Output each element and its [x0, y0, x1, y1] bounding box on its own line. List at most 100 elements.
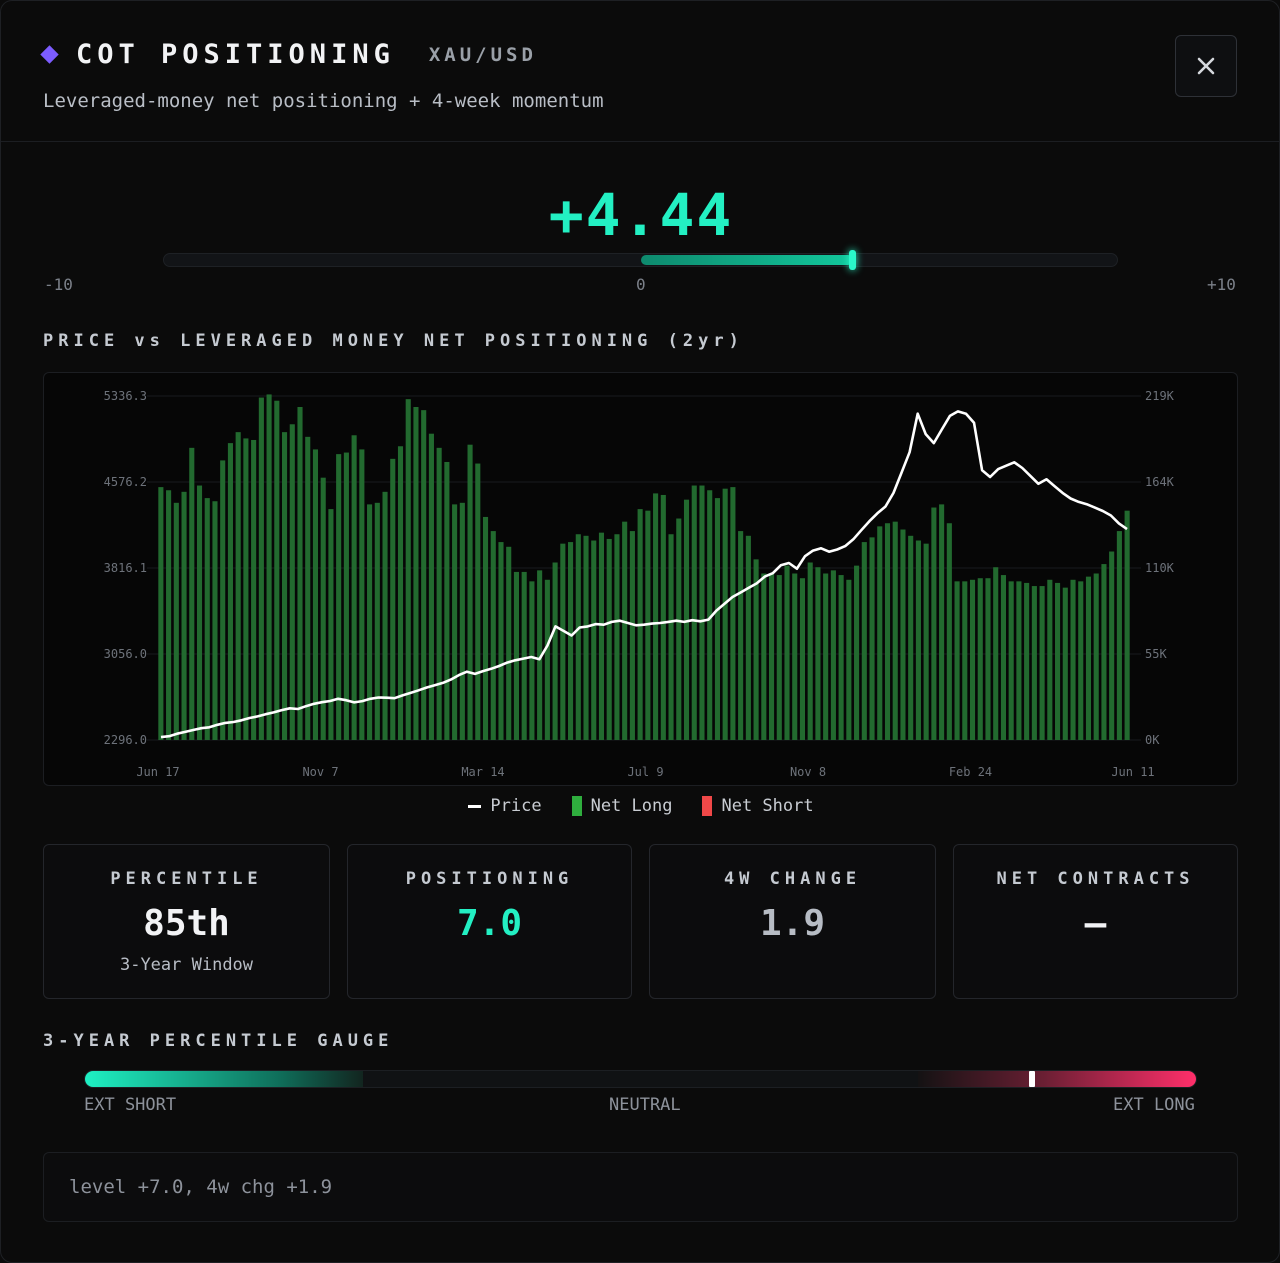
- net-long-bar: [861, 542, 867, 740]
- net-long-bar: [421, 410, 427, 740]
- legend-net-short[interactable]: Net Short: [702, 796, 814, 816]
- net-long-bar: [258, 397, 264, 740]
- net-long-bar: [1024, 582, 1030, 740]
- close-icon: [1197, 57, 1215, 75]
- net-long-bar: [405, 399, 411, 740]
- net-long-bar: [529, 581, 535, 740]
- net-long-bar: [1109, 551, 1115, 740]
- net-long-bar: [591, 540, 597, 740]
- percentile-gauge: [84, 1070, 1197, 1088]
- net-long-bar: [877, 526, 883, 740]
- net-long-bar: [513, 571, 519, 740]
- close-button[interactable]: [1175, 35, 1237, 97]
- net-long-bar: [1093, 573, 1099, 740]
- net-long-bar: [312, 449, 319, 740]
- y-axis-right-label: 55K: [1145, 647, 1167, 661]
- net-long-bar: [374, 502, 380, 740]
- score-min-label: -10: [44, 275, 73, 294]
- net-long-bar: [467, 444, 473, 740]
- y-axis-left-label: 3816.1: [104, 561, 147, 575]
- net-long-bar: [475, 463, 481, 740]
- net-long-bar: [753, 559, 759, 740]
- net-long-bar: [490, 531, 496, 740]
- net-long-bar: [196, 485, 203, 740]
- net-long-bar: [761, 573, 767, 740]
- legend-price-label: Price: [490, 796, 542, 816]
- positioning-card: POSITIONING 7.0: [347, 844, 632, 999]
- card-value: 1.9: [759, 903, 826, 944]
- net-long-bar: [452, 504, 458, 740]
- net-long-bar: [939, 504, 945, 740]
- card-value: —: [1084, 903, 1107, 944]
- net-long-bar: [993, 567, 999, 740]
- net-long-bar: [977, 578, 983, 740]
- net-long-bar: [722, 488, 728, 740]
- net-long-bar: [343, 452, 349, 740]
- x-axis-label: Nov 8: [790, 765, 826, 779]
- net-long-bar: [1047, 579, 1053, 740]
- net-long-bar: [282, 432, 288, 740]
- gauge-section-label: 3-YEAR PERCENTILE GAUGE: [43, 1031, 394, 1051]
- net-long-bar: [1078, 581, 1084, 740]
- net-long-bar: [560, 543, 566, 740]
- net-long-bar: [1016, 581, 1022, 740]
- net-long-bar: [846, 579, 852, 740]
- y-axis-left-label: 3056.0: [104, 647, 147, 661]
- net-long-bar: [892, 521, 898, 740]
- price-swatch-icon: [468, 804, 482, 808]
- net-long-bar: [227, 443, 233, 740]
- net-long-bar: [552, 562, 558, 740]
- net-long-bar: [320, 477, 326, 740]
- net-long-bar: [962, 581, 968, 740]
- net-long-bar: [1055, 582, 1061, 740]
- net-long-bar: [784, 565, 790, 740]
- net-long-bar: [900, 529, 906, 740]
- score-fill: [641, 255, 853, 265]
- chart-container: 5336.3 4576.2 3816.1 3056.0 2296.0 219K 164K 11…: [43, 372, 1238, 786]
- panel-header: COT POSITIONING XAU/USD Leveraged-money …: [1, 1, 1279, 142]
- net-long-bar: [714, 498, 720, 740]
- net-long-bar: [189, 447, 195, 740]
- net-long-bar: [730, 487, 736, 740]
- legend-net-long[interactable]: Net Long: [571, 796, 672, 816]
- net-long-bar: [305, 436, 311, 740]
- net-long-bar: [838, 575, 844, 740]
- net-long-bar: [691, 485, 697, 740]
- net-long-swatch-icon: [571, 796, 582, 816]
- gauge-center-label: NEUTRAL: [609, 1095, 681, 1115]
- net-long-bar: [243, 438, 249, 740]
- price-line: [160, 410, 1128, 739]
- net-long-bar: [830, 570, 836, 740]
- net-long-bar: [1124, 510, 1130, 740]
- gauge-short-zone: [85, 1071, 363, 1087]
- net-long-bar: [220, 460, 226, 740]
- net-long-bar: [660, 494, 666, 740]
- net-long-bar: [568, 542, 574, 740]
- net-long-bar: [598, 532, 605, 740]
- net-long-bar: [351, 435, 357, 740]
- net-long-bar: [1116, 531, 1122, 740]
- net-long-bar: [1031, 586, 1037, 740]
- positioning-chart: 5336.3 4576.2 3816.1 3056.0 2296.0 219K 164K 11…: [104, 389, 1175, 779]
- net-long-bar: [397, 446, 404, 740]
- net-long-bar: [1101, 564, 1107, 740]
- net-long-bar: [506, 546, 512, 740]
- net-long-bar: [1000, 575, 1006, 740]
- net-short-swatch-icon: [702, 796, 713, 816]
- net-long-bar: [923, 543, 929, 740]
- net-long-bar: [807, 562, 813, 740]
- net-long-bar: [707, 490, 713, 740]
- net-long-bar: [683, 499, 690, 740]
- net-long-bar: [884, 523, 891, 740]
- net-long-bar: [614, 534, 620, 740]
- summary-note: level +7.0, 4w chg +1.9: [43, 1152, 1238, 1222]
- panel-subtitle: Leveraged-money net positioning + 4-week…: [43, 90, 604, 112]
- net-long-bar: [1008, 581, 1014, 740]
- card-label: PERCENTILE: [110, 869, 263, 889]
- card-value: 85th: [143, 903, 230, 944]
- net-long-bar: [498, 542, 504, 740]
- net-long-bar: [823, 573, 829, 740]
- net-long-bar: [181, 491, 187, 740]
- legend-price[interactable]: Price: [468, 796, 542, 816]
